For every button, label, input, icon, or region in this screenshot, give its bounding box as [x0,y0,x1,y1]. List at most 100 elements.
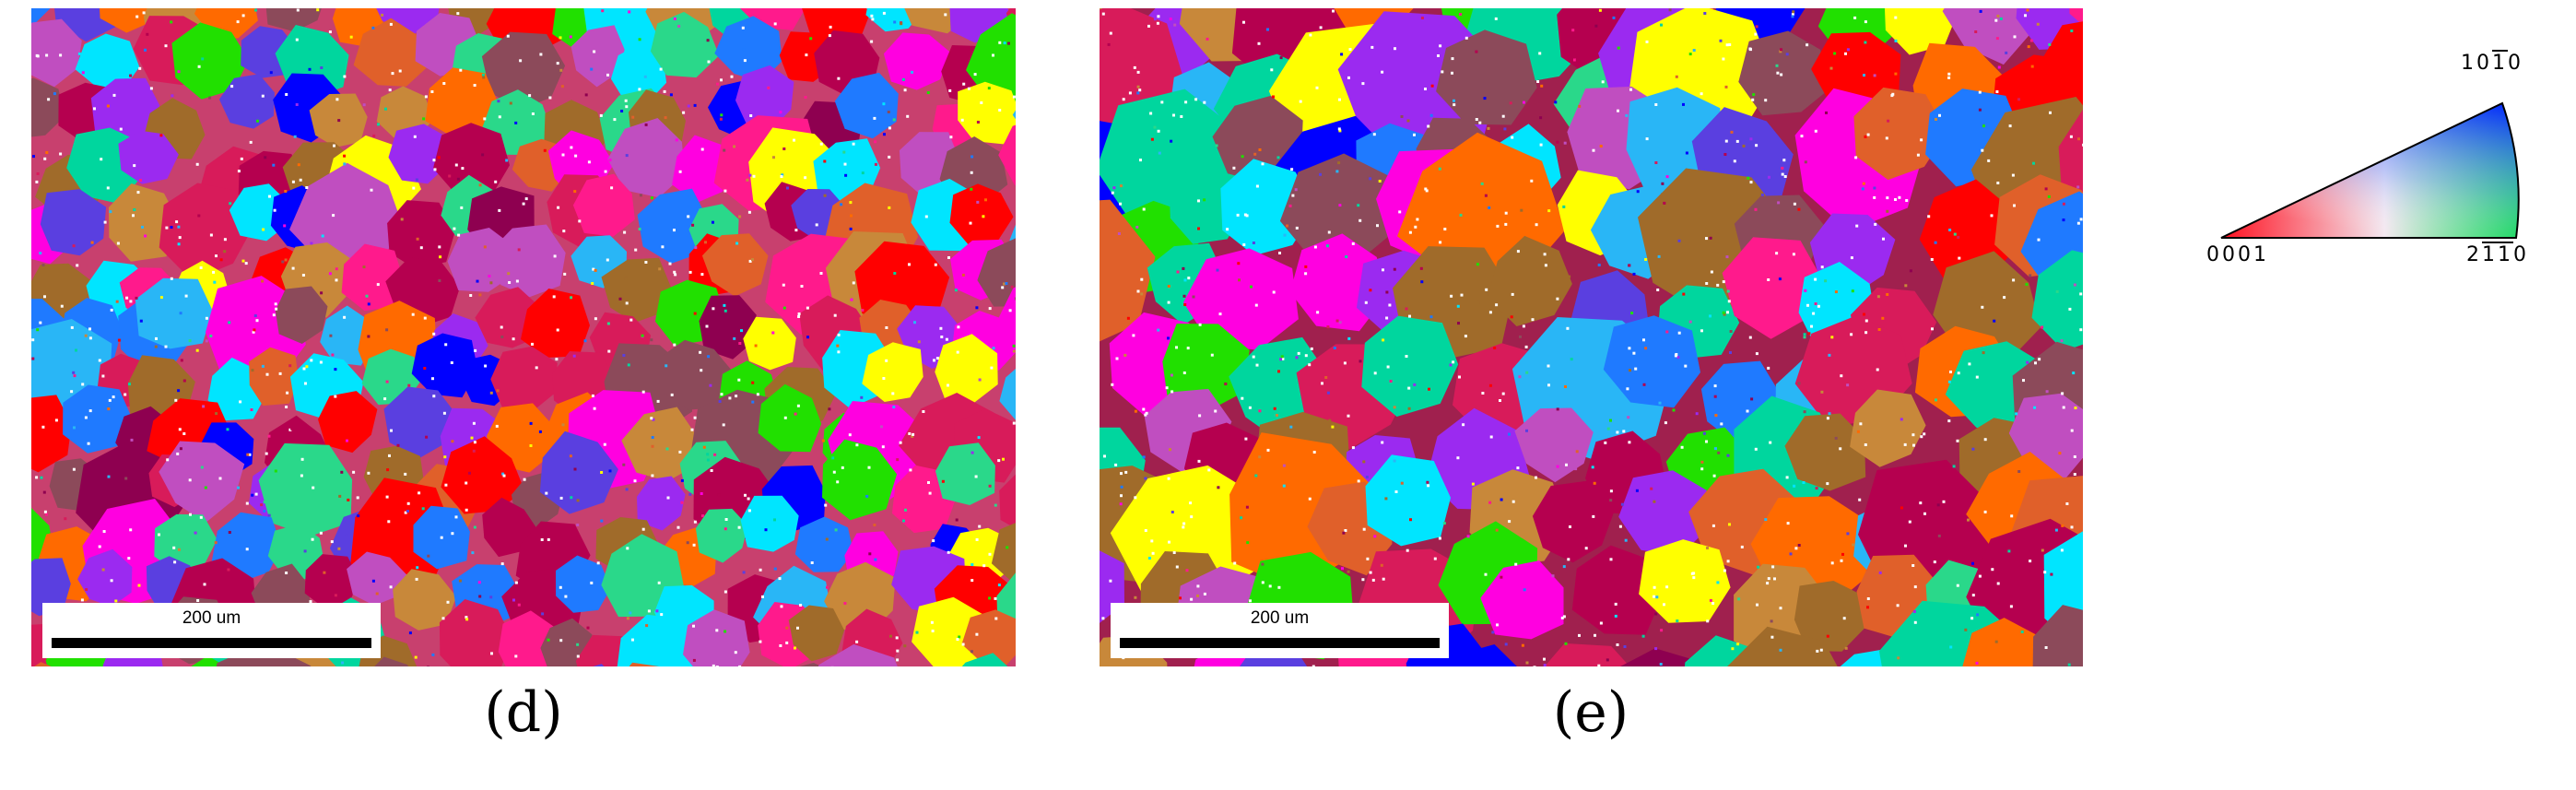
noise-pixel [245,548,249,551]
noise-pixel [263,501,266,504]
noise-pixel [1012,421,1016,425]
noise-pixel [1563,141,1567,145]
noise-pixel [84,416,88,419]
noise-pixel [702,445,706,449]
noise-pixel [385,328,389,332]
noise-pixel [1540,84,1544,88]
noise-pixel [1319,26,1323,29]
noise-pixel [810,561,814,564]
noise-pixel [1504,222,1508,226]
noise-pixel [423,316,427,320]
noise-pixel [1136,85,1140,88]
noise-pixel [1003,282,1006,286]
noise-pixel [538,430,542,433]
noise-pixel [1996,182,2000,184]
noise-pixel [127,557,131,560]
noise-pixel [881,445,885,449]
noise-pixel [1702,431,1706,435]
noise-pixel [1819,648,1823,652]
noise-pixel [473,84,476,87]
noise-pixel [773,567,777,571]
noise-pixel [1535,223,1538,227]
noise-pixel [1684,364,1688,368]
grain [650,11,720,78]
noise-pixel [1015,297,1016,301]
noise-pixel [666,496,670,500]
noise-pixel [1283,233,1287,237]
noise-pixel [1416,218,1419,221]
noise-pixel [250,408,253,411]
noise-pixel [700,273,704,277]
noise-pixel [535,366,538,370]
noise-pixel [1245,505,1249,509]
noise-pixel [1861,187,1864,191]
noise-pixel [495,424,499,428]
noise-pixel [166,458,170,462]
noise-pixel [974,475,978,478]
noise-pixel [483,117,487,121]
noise-pixel [673,343,676,347]
noise-pixel [241,14,245,18]
noise-pixel [1876,368,1879,371]
noise-pixel [337,547,341,550]
noise-pixel [1331,425,1335,429]
noise-pixel [304,382,307,385]
noise-pixel [1656,289,1660,291]
noise-pixel [418,491,421,495]
noise-pixel [1216,268,1219,272]
noise-pixel [1642,338,1645,342]
noise-pixel [406,510,409,513]
noise-pixel [228,531,231,534]
noise-pixel [1297,351,1300,355]
noise-pixel [1757,565,1760,569]
noise-pixel [1781,166,1784,170]
noise-pixel [610,186,614,190]
grain [171,22,249,100]
noise-pixel [1388,303,1392,307]
noise-pixel [2008,124,2012,128]
noise-pixel [1824,279,1828,283]
noise-pixel [855,640,859,643]
noise-pixel [1644,347,1648,350]
noise-pixel [1338,129,1342,133]
noise-pixel [1525,661,1529,665]
noise-pixel [978,378,982,382]
noise-pixel [1183,303,1187,306]
noise-pixel [828,407,831,411]
noise-pixel [561,423,565,427]
noise-pixel [1439,44,1442,48]
noise-pixel [591,394,594,397]
noise-pixel [1495,528,1499,532]
noise-pixel [1554,100,1558,104]
legend-label-0001: 0001 [2206,243,2269,266]
noise-pixel [1768,175,1770,179]
noise-pixel [101,568,105,572]
noise-pixel [1653,585,1656,589]
noise-pixel [924,215,928,218]
noise-pixel [594,268,597,272]
noise-pixel [388,88,392,92]
noise-pixel [622,463,626,466]
noise-pixel [954,289,958,292]
noise-pixel [172,546,176,549]
noise-pixel [2049,111,2052,114]
noise-pixel [1551,574,1555,578]
noise-pixel [297,163,300,167]
noise-pixel [1654,161,1658,164]
noise-pixel [1697,467,1700,470]
noise-pixel [1574,467,1578,471]
noise-pixel [874,140,877,144]
grain [159,441,245,523]
noise-pixel [1920,138,1923,142]
noise-pixel [800,285,804,288]
noise-pixel [1665,585,1669,589]
noise-pixel [793,138,795,142]
noise-pixel [1488,383,1492,387]
noise-pixel [70,390,74,394]
noise-pixel [1258,409,1262,413]
noise-pixel [1243,213,1247,217]
noise-pixel [2009,605,2013,608]
noise-pixel [88,327,91,331]
noise-pixel [1706,547,1709,549]
noise-pixel [933,359,935,362]
